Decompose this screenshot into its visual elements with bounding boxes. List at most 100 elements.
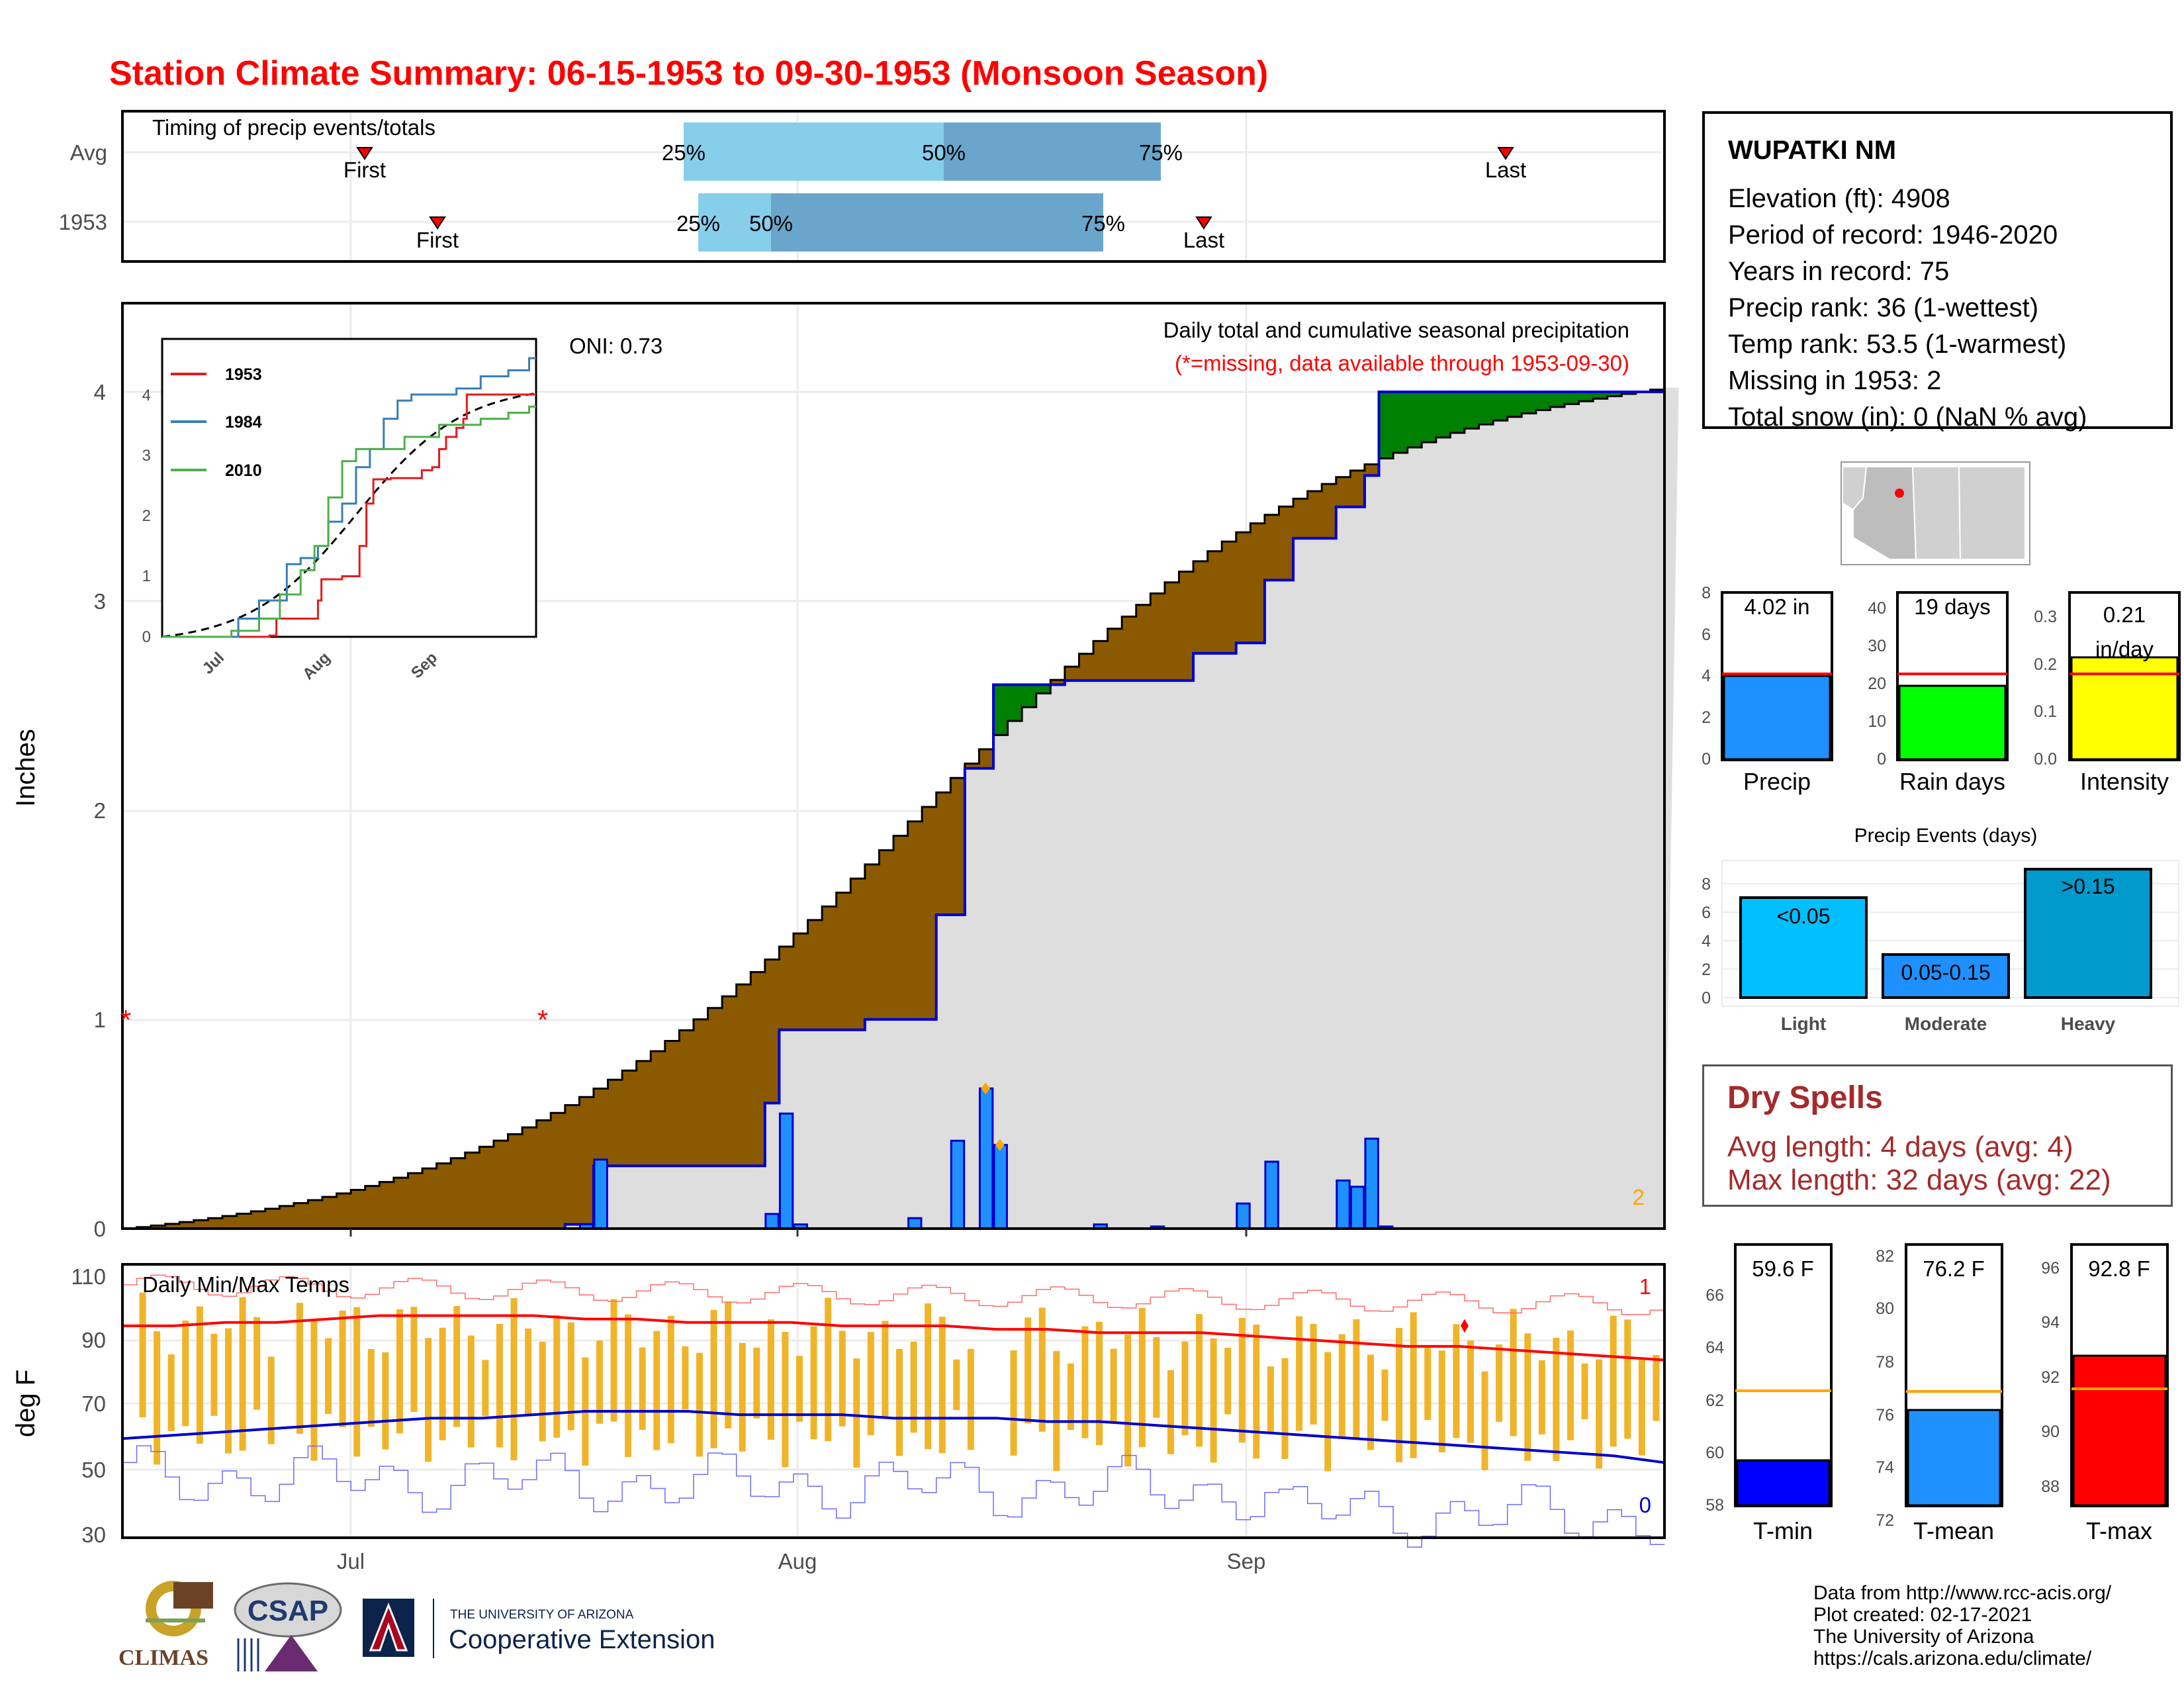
anomaly-segment — [1464, 392, 1480, 429]
events-ytick-0: 0 — [1702, 989, 1711, 1008]
tmin-ytick-64: 64 — [1706, 1338, 1724, 1357]
anomaly-segment — [565, 1105, 580, 1225]
main-ytick-1: 1 — [94, 1008, 106, 1032]
raindays-summary-ytick-10: 10 — [1868, 712, 1886, 731]
events-xticks: Light Moderate Heavy — [1781, 1013, 2116, 1034]
daily-temp-range-bar — [1253, 1325, 1260, 1459]
anomaly-segment — [1593, 392, 1608, 399]
station-location-dot — [1895, 489, 1904, 498]
daily-temp-range-bar — [425, 1338, 432, 1462]
csap-logo-text: CSAP — [248, 1595, 328, 1627]
tmean-yticks: 72 74 76 78 80 82 — [1876, 1247, 1894, 1530]
daily-temp-range-bar — [1224, 1347, 1232, 1415]
raindays-summary-chart: 19 days 0 10 20 30 40 Rain days — [1868, 591, 2009, 795]
daily-temp-range-bar — [1553, 1337, 1560, 1462]
anomaly-segment — [579, 1097, 594, 1225]
tmean-ytick-72: 72 — [1876, 1511, 1894, 1530]
daily-temp-range-bar — [253, 1317, 261, 1410]
daily-temp-range-bar — [1367, 1354, 1374, 1450]
inset-line-2010 — [162, 405, 536, 638]
daily-precip-bar — [1236, 1202, 1251, 1230]
daily-temp-range-bar — [1424, 1346, 1432, 1421]
anomaly-segment — [1607, 392, 1622, 397]
anomaly-segment — [1507, 392, 1522, 417]
anomaly-segment — [1264, 514, 1280, 581]
daily-temp-range-bar — [210, 1333, 218, 1416]
daily-precip-bar — [978, 1087, 994, 1230]
credit-data-source: Data from http://www.rcc-acis.org/ — [1813, 1582, 2112, 1604]
daily-temp-range-bar — [596, 1340, 603, 1424]
daily-precip-marker — [995, 1139, 1005, 1151]
daily-temp-range-bar — [339, 1310, 346, 1428]
daily-temp-range-bar — [1610, 1315, 1617, 1447]
tmean-summary-chart: 76.2 F 72 74 76 78 80 82 T-mean — [1876, 1243, 2003, 1544]
intensity-summary-ytick-3: 0.3 — [2034, 608, 2057, 626]
tmin-summary-chart: 59.6 F 58 60 62 64 66 T-min — [1706, 1243, 1833, 1544]
anomaly-segment — [636, 1060, 651, 1166]
daily-precip-bar — [1264, 1160, 1279, 1230]
inset-avg-line — [161, 392, 537, 638]
main-yticks: 0 1 2 3 4 — [94, 380, 106, 1241]
anomaly-segment — [1022, 684, 1037, 708]
intensity-summary-ytick-2: 0.2 — [2034, 655, 2057, 674]
daily-temp-range-bar — [839, 1331, 846, 1427]
daily-temp-range-bar — [967, 1348, 974, 1450]
intensity-summary-label: Intensity — [2080, 768, 2169, 795]
daily-temp-range-bar — [682, 1346, 689, 1410]
daily-temp-range-bar — [353, 1307, 361, 1457]
temp-count-high: 1 — [1639, 1274, 1651, 1299]
daily-temp-range-bar — [896, 1348, 903, 1456]
daily-temp-range-bar — [625, 1314, 632, 1457]
anomaly-segment — [1107, 628, 1122, 681]
daily-temp-range-bar — [1410, 1312, 1417, 1458]
ua-logo-line1: THE UNIVERSITY OF ARIZONA — [450, 1608, 634, 1622]
anomaly-segment — [593, 1088, 609, 1166]
daily-temp-range-bar — [767, 1319, 774, 1440]
anomaly-segment — [179, 1222, 195, 1229]
anomaly-segment — [1079, 653, 1094, 681]
events-ytick-8: 8 — [1702, 875, 1711, 894]
anomaly-segment — [850, 878, 866, 1030]
anomaly-segment — [1064, 667, 1080, 681]
events-label-moderate: 0.05-0.15 — [1901, 961, 1990, 984]
anomaly-segment — [1322, 484, 1337, 539]
daily-temp-range-bar — [1096, 1321, 1103, 1446]
anomaly-segment — [436, 1163, 451, 1229]
anomaly-segment — [193, 1220, 209, 1229]
tmean-ytick-82: 82 — [1876, 1247, 1894, 1266]
daily-temp-range-bar — [439, 1327, 446, 1440]
tmin-summary-label: T-min — [1753, 1517, 1813, 1544]
anomaly-segment — [1522, 392, 1537, 414]
daily-temp-range-bar — [753, 1347, 760, 1419]
inset-xtick-sep: Sep — [408, 649, 441, 682]
record-low-line — [122, 1445, 1664, 1548]
anomaly-segment — [1236, 532, 1251, 643]
daily-temp-range-bar — [267, 1356, 275, 1444]
anomaly-segment — [822, 906, 837, 1030]
daily-temp-range-bar — [525, 1328, 532, 1415]
daily-temp-range-bar — [796, 1356, 803, 1422]
inset-layer — [161, 357, 537, 638]
tmax-yticks: 88 90 92 94 96 — [2041, 1259, 2060, 1496]
anomaly-segment — [322, 1197, 338, 1229]
tmax-ytick-96: 96 — [2041, 1259, 2060, 1278]
intensity-summary-chart: 0.21 in/day 0.0 0.1 0.2 0.3 Intensity — [2034, 591, 2181, 795]
anomaly-segment — [1422, 392, 1437, 443]
anomaly-segment — [165, 1223, 180, 1229]
daily-temp-range-bar — [1567, 1330, 1574, 1440]
avg-min-temp-line — [122, 1409, 1665, 1464]
daily-precip-bar — [993, 1144, 1008, 1230]
avg-first-marker — [356, 147, 373, 160]
main-ytick-4: 4 — [94, 380, 106, 404]
events-xtick-moderate: Moderate — [1905, 1013, 1987, 1034]
raindays-summary-ytick-40: 40 — [1868, 599, 1886, 618]
temp-ytick-70: 70 — [81, 1391, 106, 1416]
precip-summary-ytick-2: 2 — [1702, 708, 1711, 727]
tmin-summary-value: 59.6 F — [1752, 1256, 1814, 1281]
avg-iqr-low — [684, 122, 944, 181]
daily-temp-range-bar — [396, 1309, 403, 1434]
anomaly-segment — [1393, 392, 1408, 453]
anomaly-segment — [1578, 392, 1594, 402]
precip-events-chart: Precip Events (days) <0.05 0.05-0.15 >0.… — [1702, 825, 2179, 1034]
